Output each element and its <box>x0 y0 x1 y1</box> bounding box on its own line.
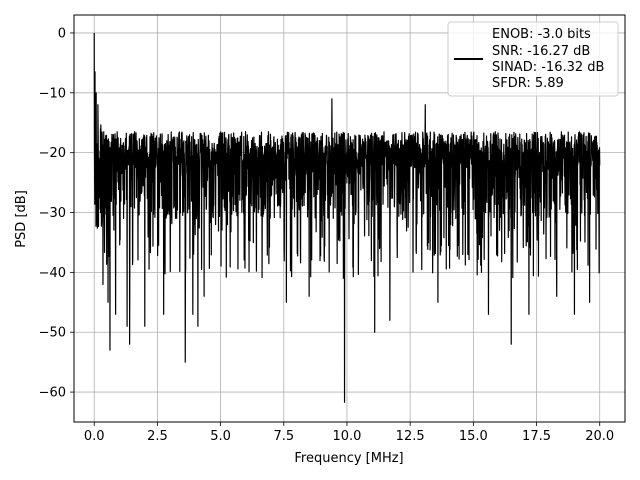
y-tick-label: 0 <box>58 26 66 41</box>
x-tick-label: 5.0 <box>210 429 231 444</box>
x-tick-label: 0.0 <box>84 429 105 444</box>
legend: ENOB: -3.0 bits SNR: -16.27 dB SINAD: -1… <box>447 21 619 97</box>
y-axis-label: PSD [dB] <box>14 190 29 248</box>
x-tick-label: 17.5 <box>522 429 551 444</box>
x-axis-label: Frequency [MHz] <box>294 451 403 466</box>
y-tick-label: −30 <box>39 206 66 221</box>
x-tick-label: 12.5 <box>396 429 425 444</box>
plot-frame <box>73 14 626 423</box>
psd-trace <box>93 32 601 403</box>
x-tick-label: 7.5 <box>273 429 294 444</box>
x-tick-label: 15.0 <box>459 429 488 444</box>
y-tick-label: −40 <box>39 266 66 281</box>
x-axis-ticks: 0.0 2.5 5.0 7.5 10.0 12.5 15.0 17.5 20.0 <box>84 422 614 444</box>
y-tick-label: −60 <box>39 386 66 401</box>
x-tick-label: 10.0 <box>332 429 361 444</box>
y-tick-label: −50 <box>39 326 66 341</box>
y-axis-ticks: 0 −10 −20 −30 −40 −50 −60 <box>39 26 74 401</box>
legend-box <box>447 21 619 97</box>
legend-line-sinad: SINAD: -16.32 dB <box>492 60 604 75</box>
y-tick-label: −10 <box>39 86 66 101</box>
y-tick-label: −20 <box>39 146 66 161</box>
x-tick-label: 2.5 <box>147 429 168 444</box>
psd-series <box>93 32 601 403</box>
x-tick-label: 20.0 <box>585 429 614 444</box>
legend-line-sfdr: SFDR: 5.89 <box>492 76 564 91</box>
legend-line-snr: SNR: -16.27 dB <box>492 44 590 59</box>
legend-line-enob: ENOB: -3.0 bits <box>492 27 591 42</box>
